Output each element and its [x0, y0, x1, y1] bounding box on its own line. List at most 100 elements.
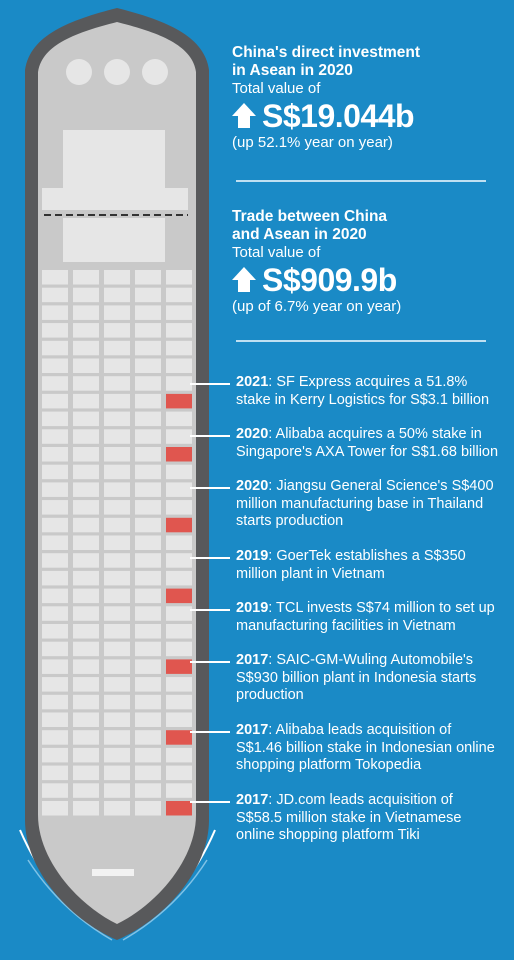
event-item: 2017: Alibaba leads acquisition of S$1.4…	[236, 722, 511, 775]
event-text: manufacturing facilities in Vietnam	[236, 617, 456, 634]
container-box	[104, 464, 130, 480]
container-box	[104, 712, 130, 727]
container-box	[104, 500, 130, 515]
container-box	[42, 535, 68, 550]
highlight-container	[166, 730, 192, 745]
container-box	[42, 641, 68, 657]
container-box	[42, 783, 68, 798]
container-box	[135, 393, 161, 409]
event-item: 2017: JD.com leads acquisition of S$58.5…	[236, 792, 511, 845]
container-box	[104, 801, 130, 816]
container-box	[104, 641, 130, 657]
container-box	[104, 659, 130, 674]
stat-title-line1: China's direct investment	[232, 44, 421, 61]
container-box	[42, 464, 68, 480]
container-box	[135, 482, 161, 497]
event-text: million manufacturing base in Thailand	[236, 495, 484, 512]
event-item: 2020: Jiangsu General Science's S$400 mi…	[236, 478, 511, 531]
container-box	[135, 270, 161, 285]
container-box	[135, 553, 161, 568]
container-box	[135, 588, 161, 604]
container-box	[135, 305, 161, 320]
container-box	[135, 624, 161, 639]
event-text: : JD.com leads acquisition of	[268, 792, 453, 808]
container-box	[73, 624, 99, 639]
stat-value: S$19.044b	[262, 97, 415, 134]
event-text: starts production	[236, 513, 344, 529]
container-box	[42, 553, 68, 568]
container-box	[135, 641, 161, 657]
container-box	[135, 376, 161, 391]
container-box	[135, 747, 161, 763]
container-box	[166, 305, 192, 320]
up-arrow-icon	[232, 267, 256, 293]
container-box	[42, 323, 68, 338]
container-box	[42, 570, 68, 586]
event-text: S$58.5 million stake in Vietnamese	[236, 809, 462, 826]
stat-block-trade: Trade between China and Asean in 2020 To…	[232, 208, 502, 316]
container-box	[166, 624, 192, 639]
container-box	[42, 393, 68, 409]
event-year: 2019	[236, 600, 269, 616]
container-box	[104, 482, 130, 497]
ship-bridge-base	[42, 188, 188, 210]
container-box	[135, 783, 161, 798]
container-box	[135, 712, 161, 727]
up-arrow-icon	[232, 103, 256, 129]
container-box	[42, 588, 68, 604]
container-box	[104, 783, 130, 798]
event-item: 2019: TCL invests S$74 million to set up…	[236, 600, 511, 635]
container-box	[42, 677, 68, 692]
container-box	[135, 677, 161, 692]
container-box	[73, 323, 99, 338]
container-box	[73, 765, 99, 781]
ship-bridge-top	[63, 130, 165, 190]
container-box	[73, 340, 99, 356]
container-box	[42, 287, 68, 303]
container-box	[42, 624, 68, 639]
container-box	[104, 765, 130, 781]
event-text: : SF Express acquires a 51.8%	[268, 374, 468, 390]
container-box	[73, 712, 99, 727]
stat-subtitle: Total value of	[232, 244, 321, 261]
container-box	[104, 694, 130, 710]
container-box	[166, 500, 192, 515]
container-box	[166, 411, 192, 427]
event-text: S$930 billion plant in Indonesia starts	[236, 669, 477, 686]
leader-line	[190, 435, 230, 437]
container-box	[104, 376, 130, 391]
leader-line	[190, 383, 230, 385]
container-box	[166, 376, 192, 391]
container-box	[42, 517, 68, 533]
container-box	[166, 747, 192, 763]
stat-block-investment: China's direct investment in Asean in 20…	[232, 44, 502, 152]
container-box	[42, 606, 68, 621]
stat-change: (up of 6.7% year on year)	[232, 298, 402, 315]
divider-rule	[236, 180, 486, 182]
container-grid	[42, 270, 192, 816]
bow-hatch-1	[66, 59, 92, 85]
container-box	[166, 553, 192, 568]
container-box	[166, 765, 192, 781]
stat-value-row: S$19.044b	[232, 98, 502, 134]
container-box	[42, 801, 68, 816]
highlight-container	[166, 517, 192, 533]
stat-title-line2: and Asean in 2020	[232, 226, 367, 243]
container-box	[135, 411, 161, 427]
wake-line-left-2	[27, 859, 113, 941]
event-text: : TCL invests S$74 million to set up	[268, 600, 495, 616]
wake-line-right-2	[122, 859, 208, 941]
container-box	[166, 677, 192, 692]
container-box	[104, 411, 130, 427]
event-text: : GoerTek establishes a S$350	[268, 548, 466, 564]
event-text: stake in Kerry Logistics for S$3.1 billi…	[236, 391, 490, 408]
container-box	[42, 730, 68, 745]
container-box	[42, 411, 68, 427]
container-box	[135, 500, 161, 515]
container-box	[104, 606, 130, 621]
event-year: 2020	[236, 426, 269, 442]
bow-hatch-2	[104, 59, 130, 85]
container-box	[166, 270, 192, 285]
container-box	[104, 340, 130, 356]
